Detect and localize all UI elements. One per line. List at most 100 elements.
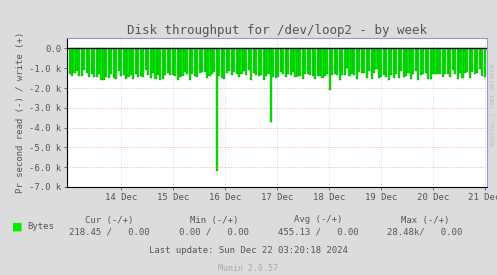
Bar	[184, 48, 186, 72]
Bar	[422, 48, 424, 74]
Bar	[216, 48, 218, 171]
Bar	[243, 48, 245, 71]
Bar	[336, 48, 338, 75]
Bar	[196, 48, 198, 77]
Bar	[449, 48, 451, 77]
Bar	[248, 48, 250, 70]
Text: Avg (-/+): Avg (-/+)	[294, 216, 342, 224]
Bar	[140, 48, 142, 76]
Bar	[108, 48, 110, 78]
Bar	[176, 48, 178, 79]
Bar	[189, 48, 191, 80]
Bar	[228, 48, 230, 71]
Bar	[464, 48, 466, 73]
Bar	[127, 48, 130, 77]
Bar	[444, 48, 446, 75]
Text: 0.00 /   0.00: 0.00 / 0.00	[179, 228, 248, 237]
Bar	[250, 48, 252, 80]
Bar	[287, 48, 289, 74]
Bar	[466, 48, 469, 72]
Bar	[459, 48, 461, 73]
Bar	[334, 48, 336, 74]
Bar	[398, 48, 400, 78]
Bar	[366, 48, 368, 78]
Bar	[165, 48, 166, 75]
Bar	[297, 48, 299, 76]
Bar	[294, 48, 297, 77]
Bar	[338, 48, 341, 80]
Bar	[142, 48, 144, 77]
Bar	[194, 48, 196, 76]
Bar	[363, 48, 365, 73]
Bar	[307, 48, 309, 74]
Bar	[252, 48, 255, 73]
Bar	[213, 48, 216, 72]
Bar	[191, 48, 193, 74]
Bar	[120, 48, 122, 76]
Text: Munin 2.0.57: Munin 2.0.57	[219, 264, 278, 273]
Bar	[378, 48, 380, 78]
Bar	[439, 48, 441, 74]
Text: Min (-/+): Min (-/+)	[189, 216, 238, 224]
Bar	[424, 48, 427, 73]
Bar	[457, 48, 459, 79]
Bar	[454, 48, 456, 74]
Bar	[88, 48, 90, 76]
Text: 455.13 /   0.00: 455.13 / 0.00	[278, 228, 358, 237]
Bar	[324, 48, 326, 76]
Bar	[267, 48, 269, 74]
Bar	[262, 48, 264, 80]
Bar	[437, 48, 439, 74]
Bar	[90, 48, 93, 73]
Text: Last update: Sun Dec 22 03:20:18 2024: Last update: Sun Dec 22 03:20:18 2024	[149, 246, 348, 255]
Bar	[162, 48, 164, 79]
Text: Cur (-/+): Cur (-/+)	[85, 216, 134, 224]
Bar	[481, 48, 483, 76]
Bar	[452, 48, 454, 70]
Bar	[383, 48, 385, 75]
Bar	[236, 48, 238, 74]
Bar	[346, 48, 348, 68]
Bar	[93, 48, 95, 76]
Bar	[69, 48, 71, 74]
Bar	[319, 48, 321, 76]
Bar	[226, 48, 228, 73]
Bar	[312, 48, 314, 76]
Bar	[171, 48, 174, 75]
Bar	[71, 48, 73, 76]
Bar	[427, 48, 429, 79]
Bar	[348, 48, 350, 76]
Text: ■: ■	[12, 222, 23, 232]
Bar	[105, 48, 107, 77]
Bar	[280, 48, 282, 72]
Bar	[275, 48, 277, 78]
Bar	[413, 48, 414, 75]
Bar	[272, 48, 274, 77]
Bar	[199, 48, 201, 73]
Bar	[395, 48, 397, 74]
Text: Bytes: Bytes	[27, 222, 54, 231]
Bar	[152, 48, 154, 73]
Bar	[479, 48, 481, 70]
Bar	[403, 48, 405, 78]
Bar	[221, 48, 223, 78]
Bar	[85, 48, 88, 73]
Bar	[270, 48, 272, 122]
Bar	[74, 48, 76, 73]
Text: Max (-/+): Max (-/+)	[401, 216, 449, 224]
Bar	[132, 48, 135, 79]
Bar	[476, 48, 478, 73]
Bar	[417, 48, 419, 80]
Bar	[385, 48, 387, 77]
Bar	[447, 48, 449, 74]
Bar	[356, 48, 358, 79]
Bar	[125, 48, 127, 79]
Bar	[400, 48, 402, 70]
Text: RRDTOOL / TOBI OETIKER: RRDTOOL / TOBI OETIKER	[491, 63, 496, 146]
Bar	[341, 48, 343, 75]
Bar	[361, 48, 363, 73]
Bar	[317, 48, 319, 76]
Bar	[113, 48, 115, 78]
Bar	[471, 48, 473, 72]
Bar	[179, 48, 181, 77]
